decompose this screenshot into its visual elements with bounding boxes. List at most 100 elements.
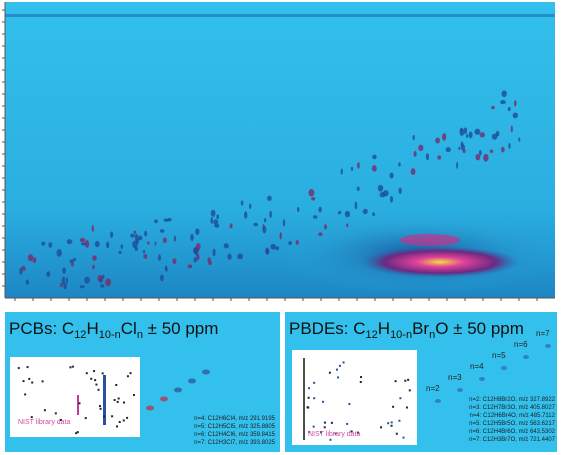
inset-dot [116, 425, 119, 428]
inset-dot [132, 394, 135, 397]
series-label: n=5 [492, 351, 506, 360]
inset-dot [387, 422, 390, 425]
dot [265, 248, 270, 255]
legend-entry: n=6: C12H4Cl6, m/z 359.8415 [194, 432, 276, 438]
dot [362, 208, 368, 215]
panel-title: PCBs: C12H10-nCln ± 50 ppm [9, 319, 218, 341]
dot [91, 224, 94, 233]
dot [173, 235, 177, 242]
dot [196, 253, 200, 261]
dot [318, 206, 322, 213]
legend-entry: n=5: C12H5Cl5, m/z 325.8805 [194, 424, 276, 430]
inset-dot [122, 419, 125, 422]
inset-dot [330, 421, 333, 424]
dot [84, 239, 90, 248]
inset-dot [399, 397, 402, 400]
inset-dot [54, 412, 57, 415]
inset-dot [90, 377, 93, 380]
inset-dot [26, 366, 29, 369]
panel-title: PBDEs: C12H10-nBrnO ± 50 ppm [289, 319, 524, 341]
legend-entry: n=5: C12H5Br5O, m/z 563.6217 [469, 421, 556, 427]
dot [143, 254, 148, 259]
dot [147, 241, 150, 245]
dot [48, 242, 53, 248]
dot [159, 229, 165, 233]
inset-dot [337, 376, 340, 379]
dot [210, 217, 214, 224]
dot [340, 168, 343, 175]
series-spot [479, 377, 485, 381]
dot [357, 162, 360, 169]
dot [296, 207, 300, 213]
dot [132, 240, 138, 249]
dot [459, 128, 465, 136]
dot [190, 233, 194, 242]
dot [154, 241, 157, 246]
dot [118, 250, 122, 254]
inset-dot [323, 421, 326, 424]
inset-dot [308, 387, 311, 390]
inset-dot [117, 397, 120, 400]
inset-dot [313, 397, 316, 400]
dot [133, 230, 137, 234]
dot [227, 253, 232, 260]
dot [163, 218, 169, 222]
dot [474, 128, 481, 135]
dot [475, 154, 481, 161]
inset-dot [338, 364, 341, 367]
dot [371, 165, 377, 172]
dot [337, 210, 342, 215]
title-part: O ± 50 ppm [435, 319, 524, 338]
inset-dot [69, 366, 72, 369]
series-spot [435, 399, 441, 403]
title-part: PCBs: C [9, 319, 74, 338]
dot [288, 241, 293, 245]
dot [518, 137, 521, 142]
title-part: 10-n [390, 329, 412, 341]
dot [458, 146, 461, 151]
dot [193, 257, 197, 263]
dot [208, 260, 213, 265]
inset-dot [335, 368, 338, 371]
inset-dot [24, 393, 27, 396]
dot [134, 233, 139, 242]
dot [144, 230, 148, 237]
inset-dot [307, 396, 310, 399]
title-part: n [137, 329, 143, 341]
dot [19, 267, 23, 275]
dot [92, 264, 95, 270]
inset-dot [99, 407, 102, 410]
inset-dot [31, 381, 34, 384]
dot [207, 257, 211, 262]
dot [513, 100, 517, 107]
inset-dot [390, 421, 393, 424]
inset-bar [103, 375, 106, 425]
inset-dot [17, 367, 20, 370]
dot [158, 254, 161, 261]
dot [137, 235, 143, 241]
inset-dot [408, 389, 411, 392]
dot [56, 249, 62, 257]
inset-dot [22, 380, 25, 383]
inset-dot [323, 426, 326, 429]
dot [253, 222, 259, 227]
dot [311, 197, 316, 201]
legend-entry: n=2: C12H8Br2O, m/z 327.8922 [469, 397, 556, 403]
dot [479, 132, 486, 138]
title-part: n [429, 329, 435, 341]
dot [164, 265, 168, 271]
dot [162, 237, 167, 243]
dot [269, 210, 272, 219]
inset-dot [95, 383, 98, 386]
dot [263, 218, 267, 223]
dot [92, 255, 97, 261]
inset-dot [126, 375, 129, 378]
dot [410, 168, 416, 175]
dot [512, 112, 519, 119]
dot [237, 253, 244, 260]
inset-dot [329, 438, 332, 441]
inset-dot [407, 378, 410, 381]
dot [84, 276, 90, 284]
heatmap-dots [2, 9, 538, 301]
dot [413, 150, 417, 157]
